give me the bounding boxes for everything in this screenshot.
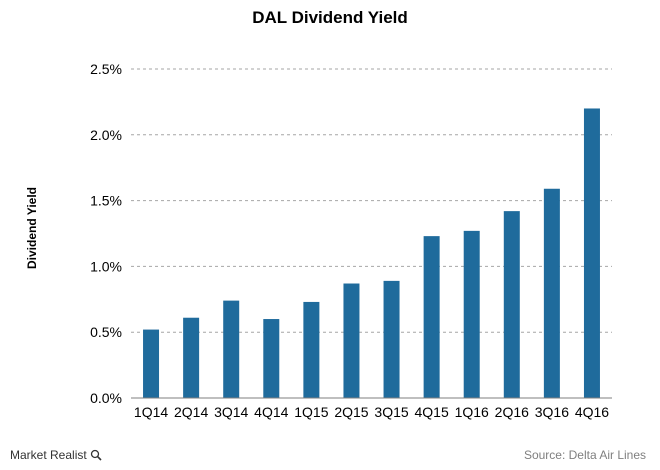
y-tick-label: 2.0% <box>90 127 122 143</box>
brand-name: Market Realist <box>10 448 87 462</box>
y-tick-label: 0.5% <box>90 324 122 340</box>
x-tick-label: 3Q15 <box>374 404 408 420</box>
bar-1q14 <box>143 329 160 398</box>
bar-2q16 <box>503 211 520 398</box>
x-tick-label: 1Q16 <box>455 404 489 420</box>
x-tick-label: 2Q14 <box>174 404 208 420</box>
magnifier-icon <box>90 449 102 461</box>
bar-4q15 <box>423 236 440 398</box>
x-tick-label: 4Q14 <box>254 404 288 420</box>
y-tick-label: 2.5% <box>90 61 122 77</box>
bar-3q16 <box>543 188 560 398</box>
bar-2q14 <box>183 317 200 398</box>
gridlines <box>131 68 612 333</box>
source-note: Source: Delta Air Lines <box>523 448 646 462</box>
bar-3q14 <box>223 300 240 398</box>
y-tick-label: 1.5% <box>90 193 122 209</box>
bar-3q15 <box>383 280 400 398</box>
x-tick-label: 4Q16 <box>575 404 609 420</box>
brand-logo: Market Realist <box>10 448 102 462</box>
y-tick-label: 1.0% <box>90 258 122 274</box>
x-tick-label: 1Q15 <box>294 404 328 420</box>
bar-2q15 <box>343 283 360 398</box>
bar-4q16 <box>583 108 600 398</box>
axes: 0.0% 0.5% 1.0% 1.5% 2.0% 2.5% 1Q14 2Q14 3Q14 4Q14… <box>90 61 612 420</box>
x-tick-label: 2Q15 <box>334 404 368 420</box>
bar-4q14 <box>263 319 280 398</box>
x-tick-label: 3Q14 <box>214 404 248 420</box>
bars <box>143 108 600 398</box>
bar-1q15 <box>303 301 320 398</box>
bar-1q16 <box>463 230 480 398</box>
chart-title: DAL Dividend Yield <box>252 8 408 27</box>
x-tick-label: 1Q14 <box>134 404 168 420</box>
x-tick-label: 2Q16 <box>495 404 529 420</box>
x-tick-label: 4Q15 <box>415 404 449 420</box>
y-tick-label: 0.0% <box>90 390 122 406</box>
x-tick-label: 3Q16 <box>535 404 569 420</box>
